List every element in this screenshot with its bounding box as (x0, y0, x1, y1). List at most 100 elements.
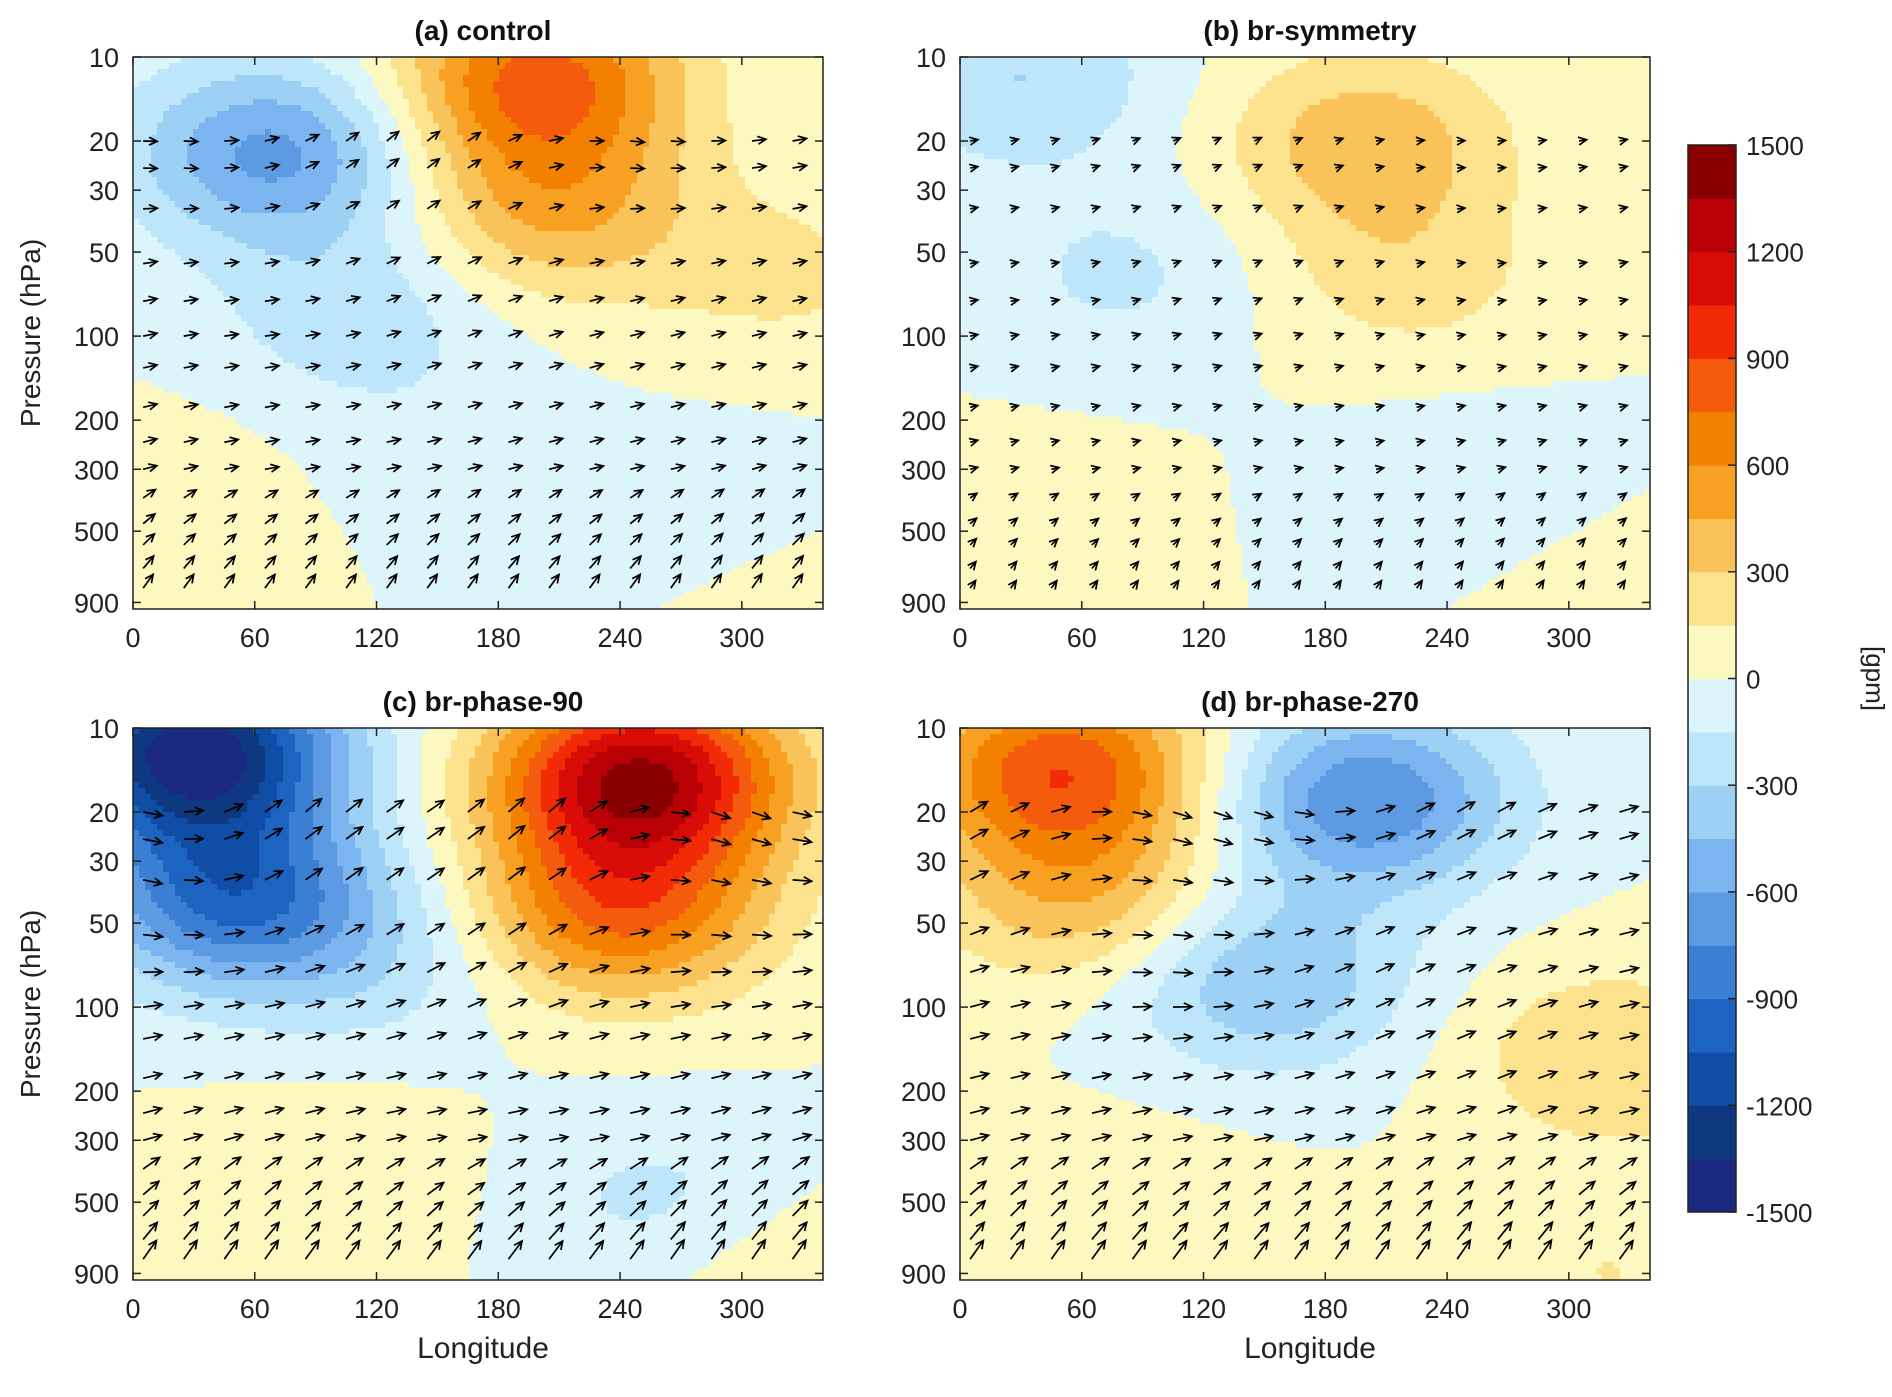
colorbar-segment (1688, 945, 1736, 1000)
colorbar-tick-label: 0 (1746, 665, 1760, 695)
colorbar-label: [gpm] (1860, 646, 1890, 711)
y-tick-label: 900 (901, 1259, 946, 1289)
x-tick-label: 240 (598, 623, 643, 653)
colorbar-segment (1688, 358, 1736, 413)
colorbar-tick-label: 600 (1746, 451, 1789, 481)
x-tick-label: 0 (952, 1294, 967, 1324)
x-tick-label: 300 (719, 1294, 764, 1324)
colorbar-segment (1688, 411, 1736, 466)
x-tick-label: 300 (1546, 1294, 1591, 1324)
panel-d: (d) br-phase-270 10 20 30 50 100 200 300 500 9000… (901, 686, 1651, 1365)
y-tick-label: 30 (916, 176, 946, 206)
colorbar-segment (1688, 678, 1736, 733)
y-tick-label: 500 (74, 1188, 119, 1218)
colorbar-segment (1688, 1051, 1736, 1106)
x-axis-label: Longitude (417, 1332, 549, 1365)
x-tick-label: 240 (1425, 623, 1470, 653)
y-tick-label: 50 (916, 909, 946, 939)
y-tick-label: 300 (901, 455, 946, 485)
x-tick-label: 300 (719, 623, 764, 653)
y-tick-label: 900 (901, 588, 946, 618)
x-tick-label: 120 (1181, 623, 1226, 653)
colorbar-tick-label: -900 (1746, 985, 1798, 1015)
axes-frame (959, 727, 1651, 1281)
x-tick-label: 300 (1546, 623, 1591, 653)
wind-vectors (142, 130, 809, 589)
panel-title: (d) br-phase-270 (1201, 686, 1419, 717)
wind-vectors (969, 800, 1641, 1260)
y-tick-label: 900 (74, 1259, 119, 1289)
y-tick-label: 300 (74, 455, 119, 485)
contour-field (960, 728, 1650, 1280)
y-tick-label: 10 (916, 714, 946, 744)
colorbar-segment (1688, 198, 1736, 253)
wind-vectors (967, 136, 1630, 590)
y-axis-label: Pressure (hPa) (15, 910, 46, 1098)
panel-title: (b) br-symmetry (1203, 15, 1417, 46)
contour-field (133, 57, 823, 609)
y-tick-label: 100 (74, 322, 119, 352)
x-tick-label: 180 (476, 1294, 521, 1324)
colorbar-segment (1688, 625, 1736, 679)
y-tick-label: 20 (89, 127, 119, 157)
colorbar-segment (1688, 1105, 1736, 1160)
y-tick-label: 100 (901, 993, 946, 1023)
y-tick-label: 100 (901, 322, 946, 352)
colorbar-segment (1688, 465, 1736, 519)
colorbar-segment (1688, 145, 1736, 199)
panel-title: (a) control (415, 15, 552, 46)
contour-field (960, 57, 1650, 609)
x-tick-label: 0 (952, 623, 967, 653)
colorbar-tick-label: 900 (1746, 344, 1789, 374)
y-tick-label: 50 (916, 238, 946, 268)
y-tick-label: 30 (89, 176, 119, 206)
colorbar-segment (1688, 998, 1736, 1053)
colorbar-tick-label: 300 (1746, 558, 1789, 588)
colorbar-segment (1688, 305, 1736, 359)
x-tick-label: 120 (1181, 1294, 1226, 1324)
y-axis-label: Pressure (hPa) (15, 239, 46, 427)
y-tick-label: 100 (74, 993, 119, 1023)
axes-frame (132, 56, 824, 610)
y-tick-label: 50 (89, 909, 119, 939)
y-tick-label: 500 (74, 517, 119, 547)
colorbar-tick-label: 1500 (1746, 131, 1804, 161)
y-tick-label: 500 (901, 517, 946, 547)
x-tick-label: 60 (240, 623, 270, 653)
y-tick-label: 300 (901, 1126, 946, 1156)
colorbar: -1500 -1200 -900 -600 -300 0 300 600 900 1200 1500… (1687, 131, 1890, 1228)
y-tick-label: 200 (74, 1077, 119, 1107)
x-tick-label: 120 (354, 623, 399, 653)
colorbar-segment (1688, 1158, 1736, 1213)
colorbar-segment (1688, 785, 1736, 840)
y-tick-label: 50 (89, 238, 119, 268)
y-tick-label: 20 (916, 798, 946, 828)
colorbar-segment (1688, 251, 1736, 306)
x-tick-label: 60 (1067, 1294, 1097, 1324)
colorbar-segment (1688, 731, 1736, 786)
y-tick-label: 200 (901, 406, 946, 436)
colorbar-segment (1688, 571, 1736, 626)
y-tick-label: 30 (916, 847, 946, 877)
y-tick-label: 10 (89, 714, 119, 744)
x-tick-label: 120 (354, 1294, 399, 1324)
y-tick-label: 30 (89, 847, 119, 877)
colorbar-tick-label: -300 (1746, 771, 1798, 801)
wind-vectors (142, 797, 814, 1260)
colorbar-segment (1688, 891, 1736, 946)
y-tick-label: 200 (74, 406, 119, 436)
x-tick-label: 240 (1425, 1294, 1470, 1324)
y-tick-label: 10 (916, 43, 946, 73)
x-tick-label: 60 (1067, 623, 1097, 653)
y-tick-label: 10 (89, 43, 119, 73)
colorbar-tick-label: -600 (1746, 878, 1798, 908)
y-tick-label: 900 (74, 588, 119, 618)
x-tick-label: 180 (1303, 1294, 1348, 1324)
panel-title: (c) br-phase-90 (383, 686, 584, 717)
x-tick-label: 0 (125, 623, 140, 653)
y-tick-label: 200 (901, 1077, 946, 1107)
